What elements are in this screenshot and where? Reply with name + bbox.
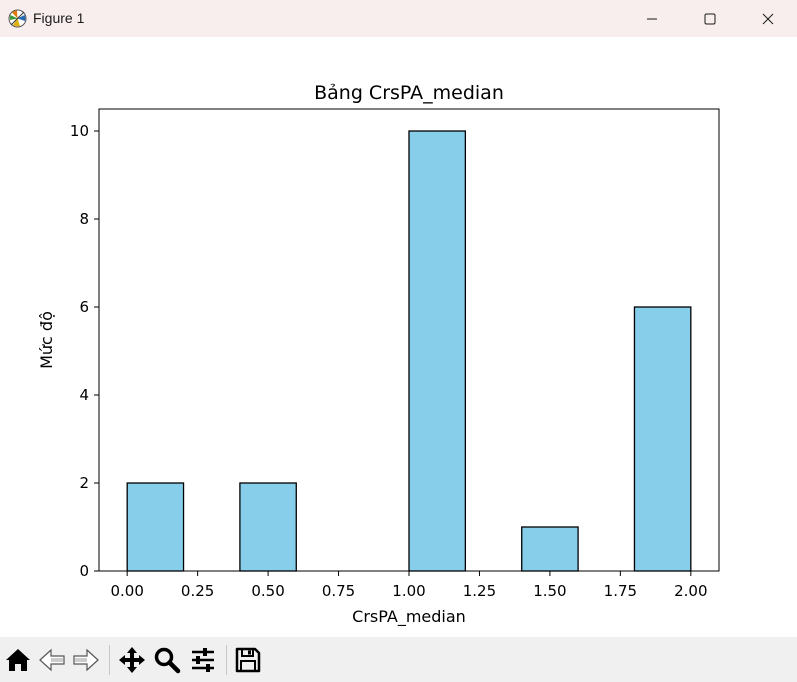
save-floppy-icon [235, 647, 261, 673]
x-tick-label: 1.00 [392, 582, 425, 600]
x-tick-label: 0.50 [251, 582, 284, 600]
configure-subplots-button[interactable] [188, 645, 218, 675]
x-tick-label: 1.75 [604, 582, 637, 600]
x-tick-label: 0.00 [110, 582, 143, 600]
histogram-chart: Bảng CrsPA_median 0.00 0.25 0.50 0.75 1.00 1.… [37, 82, 720, 627]
home-icon [6, 649, 30, 671]
x-tick-label: 1.25 [463, 582, 496, 600]
bars-group [126, 130, 692, 572]
y-tick-label: 2 [79, 474, 89, 492]
maximize-button[interactable] [681, 0, 739, 37]
x-tick-label: 0.75 [322, 582, 355, 600]
title-bar[interactable]: Figure 1 [0, 0, 797, 37]
home-button[interactable] [3, 645, 33, 675]
y-tick-label: 0 [79, 562, 89, 580]
zoom-button[interactable] [152, 645, 182, 675]
close-icon [762, 13, 774, 24]
maximize-icon [704, 13, 716, 24]
x-tick-label: 2.00 [674, 582, 707, 600]
forward-button[interactable] [71, 645, 101, 675]
histogram-bar [633, 306, 692, 572]
forward-arrow-icon [73, 648, 99, 672]
x-tick-label: 1.50 [533, 582, 566, 600]
figure-canvas[interactable]: Bảng CrsPA_median 0.00 0.25 0.50 0.75 1.00 1.… [0, 37, 797, 637]
y-tick-label: 10 [70, 122, 89, 140]
pan-button[interactable] [117, 645, 147, 675]
back-button[interactable] [37, 645, 67, 675]
zoom-magnifier-icon [154, 647, 181, 674]
x-tick-label: 0.25 [181, 582, 214, 600]
minimize-button[interactable] [623, 0, 681, 37]
navigation-toolbar [0, 637, 797, 682]
histogram-bar [521, 526, 579, 572]
minimize-icon [647, 18, 657, 19]
toolbar-separator [226, 645, 227, 675]
save-button[interactable] [233, 645, 263, 675]
configure-subplots-icon [192, 648, 214, 672]
y-tick-label: 8 [79, 210, 89, 228]
window-title: Figure 1 [33, 10, 85, 26]
histogram-bar [408, 130, 467, 572]
close-button[interactable] [739, 0, 797, 37]
histogram-bar [126, 482, 185, 572]
back-arrow-icon [39, 648, 65, 672]
x-axis-ticks: 0.00 0.25 0.50 0.75 1.00 1.25 1.50 1.75 2.00 [110, 571, 708, 600]
histogram-bar [239, 482, 297, 572]
y-axis-ticks: 0 2 4 6 8 10 [70, 122, 99, 580]
chart-title: Bảng CrsPA_median [314, 82, 504, 104]
y-axis-label: Mức độ [37, 311, 56, 369]
y-tick-label: 6 [79, 298, 89, 316]
pan-move-icon [119, 647, 145, 673]
x-axis-label: CrsPA_median [352, 607, 466, 627]
matplotlib-figure-icon [8, 9, 27, 28]
y-tick-label: 4 [79, 386, 89, 404]
toolbar-separator [109, 645, 110, 675]
